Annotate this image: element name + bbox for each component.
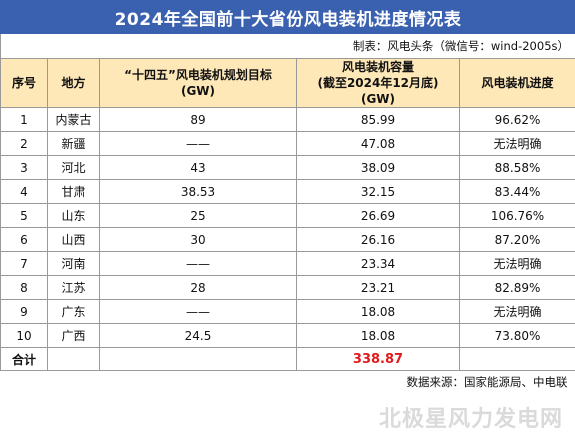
- total-empty-progress: [458, 347, 575, 371]
- cell-capacity: 23.21: [296, 275, 460, 300]
- cell-capacity: 47.08: [296, 131, 460, 156]
- cell-plan: ——: [99, 131, 297, 156]
- table-row: 8 江苏 28 23.21 82.89%: [0, 275, 575, 300]
- header-capacity-line2: (截至2024年12月底): [317, 76, 439, 90]
- cell-progress: 73.80%: [458, 323, 575, 348]
- cell-progress: 82.89%: [458, 275, 575, 300]
- cell-region: 新疆: [47, 131, 100, 156]
- cell-progress: 106.76%: [458, 203, 575, 228]
- cell-plan: ——: [99, 299, 297, 324]
- cell-capacity: 23.34: [296, 251, 460, 276]
- cell-region: 河南: [47, 251, 100, 276]
- cell-seq: 5: [0, 203, 48, 228]
- cell-capacity: 85.99: [296, 107, 460, 132]
- cell-capacity: 26.16: [296, 227, 460, 252]
- cell-region: 河北: [47, 155, 100, 180]
- cell-seq: 3: [0, 155, 48, 180]
- cell-region: 山东: [47, 203, 100, 228]
- cell-seq: 6: [0, 227, 48, 252]
- watermark: 北极星风力发电网: [378, 407, 563, 432]
- cell-seq: 2: [0, 131, 48, 156]
- cell-progress: 87.20%: [458, 227, 575, 252]
- data-source: 数据来源：国家能源局、中电联: [406, 375, 568, 389]
- table-row: 10 广西 24.5 18.08 73.80%: [0, 323, 575, 348]
- cell-seq: 7: [0, 251, 48, 276]
- cell-plan: 43: [99, 155, 297, 180]
- header-plan-line2: (GW): [180, 84, 216, 98]
- cell-plan: 28: [99, 275, 297, 300]
- cell-capacity: 32.15: [296, 179, 460, 204]
- cell-progress: 无法明确: [458, 131, 575, 156]
- table-row: 5 山东 25 26.69 106.76%: [0, 203, 575, 228]
- cell-seq: 10: [0, 323, 48, 348]
- cell-plan: 38.53: [99, 179, 297, 204]
- total-empty-region: [47, 347, 100, 371]
- cell-region: 甘肃: [47, 179, 100, 204]
- table-row: 2 新疆 —— 47.08 无法明确: [0, 131, 575, 156]
- cell-progress: 83.44%: [458, 179, 575, 204]
- total-label: 合计: [0, 347, 48, 371]
- header-plan: “十四五”风电装机规划目标 (GW): [99, 58, 297, 108]
- table-title: 2024年全国前十大省份风电装机进度情况表: [0, 0, 575, 34]
- maker-note: 制表：风电头条（微信号：wind-2005s）: [0, 33, 575, 59]
- cell-progress: 无法明确: [458, 251, 575, 276]
- header-capacity-line3: (GW): [360, 92, 396, 106]
- cell-region: 山西: [47, 227, 100, 252]
- cell-region: 广东: [47, 299, 100, 324]
- cell-capacity: 18.08: [296, 299, 460, 324]
- header-capacity: 风电装机容量 (截至2024年12月底) (GW): [296, 58, 460, 108]
- cell-capacity: 18.08: [296, 323, 460, 348]
- header-plan-line1: “十四五”风电装机规划目标: [124, 68, 272, 82]
- table-row: 6 山西 30 26.16 87.20%: [0, 227, 575, 252]
- header-region: 地方: [47, 58, 100, 108]
- table-row: 3 河北 43 38.09 88.58%: [0, 155, 575, 180]
- total-row: 合计 338.87: [0, 347, 575, 371]
- cell-progress: 88.58%: [458, 155, 575, 180]
- cell-seq: 4: [0, 179, 48, 204]
- cell-seq: 9: [0, 299, 48, 324]
- cell-progress: 96.62%: [458, 107, 575, 132]
- cell-progress: 无法明确: [458, 299, 575, 324]
- header-seq: 序号: [0, 58, 48, 108]
- cell-capacity: 38.09: [296, 155, 460, 180]
- cell-plan: 25: [99, 203, 297, 228]
- header-capacity-line1: 风电装机容量: [341, 60, 414, 74]
- cell-plan: 24.5: [99, 323, 297, 348]
- table-row: 4 甘肃 38.53 32.15 83.44%: [0, 179, 575, 204]
- cell-plan: 89: [99, 107, 297, 132]
- cell-plan: 30: [99, 227, 297, 252]
- table-row: 9 广东 —— 18.08 无法明确: [0, 299, 575, 324]
- cell-capacity: 26.69: [296, 203, 460, 228]
- table-row: 1 内蒙古 89 85.99 96.62%: [0, 107, 575, 132]
- cell-seq: 8: [0, 275, 48, 300]
- cell-seq: 1: [0, 107, 48, 132]
- table-row: 7 河南 —— 23.34 无法明确: [0, 251, 575, 276]
- cell-plan: ——: [99, 251, 297, 276]
- cell-region: 江苏: [47, 275, 100, 300]
- header-progress: 风电装机进度: [458, 58, 575, 108]
- data-table: 2024年全国前十大省份风电装机进度情况表 制表：风电头条（微信号：wind-2…: [0, 0, 575, 389]
- cell-region: 广西: [47, 323, 100, 348]
- total-capacity: 338.87: [296, 347, 460, 371]
- total-empty-plan: [99, 347, 297, 371]
- cell-region: 内蒙古: [47, 107, 100, 132]
- header-row: 序号 地方 “十四五”风电装机规划目标 (GW) 风电装机容量 (截至2024年…: [0, 58, 575, 108]
